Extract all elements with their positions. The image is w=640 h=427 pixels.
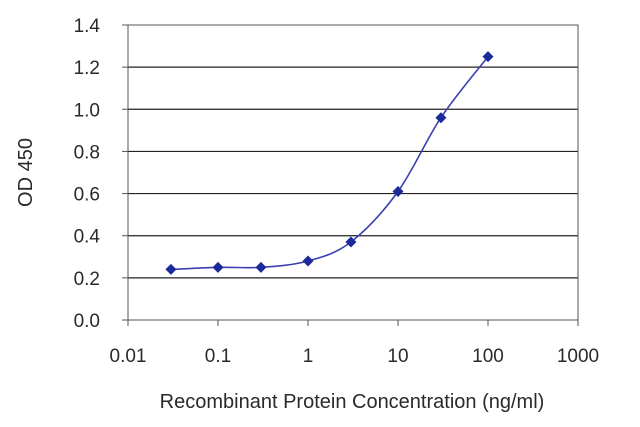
y-tick-label: 1.2 (74, 58, 100, 79)
y-tick-label: 1.0 (74, 100, 100, 121)
x-tick-label: 0.1 (205, 346, 231, 367)
grid-lines (128, 66, 578, 279)
x-axis-ticks: 0.01 0.1 1 10 100 1000 (110, 320, 599, 367)
data-series (165, 51, 494, 275)
data-point (435, 112, 447, 124)
plot-frame (127, 24, 579, 321)
data-point (165, 263, 177, 275)
data-point (255, 261, 267, 273)
data-point (212, 261, 224, 273)
x-tick-label: 0.01 (110, 346, 147, 367)
y-axis-ticks: 0.0 0.2 0.4 0.6 0.8 1.0 1.2 1.4 (74, 16, 128, 332)
y-tick-label: 0.2 (74, 269, 100, 290)
y-tick-label: 1.4 (74, 16, 101, 37)
x-axis-title: Recombinant Protein Concentration (ng/ml… (160, 391, 545, 413)
y-tick-label: 0.6 (74, 185, 100, 206)
y-tick-label: 0.4 (74, 227, 101, 248)
x-tick-label: 1 (303, 346, 314, 367)
data-point (482, 51, 494, 63)
x-tick-label: 1000 (557, 346, 599, 367)
x-tick-label: 10 (387, 346, 408, 367)
y-tick-label: 0.0 (74, 311, 100, 332)
y-axis-title: OD 450 (15, 138, 37, 207)
y-tick-label: 0.8 (74, 142, 100, 163)
x-tick-label: 100 (472, 346, 504, 367)
data-point (345, 236, 357, 248)
data-point (302, 255, 314, 267)
data-point (392, 185, 404, 197)
series-line (170, 56, 489, 271)
